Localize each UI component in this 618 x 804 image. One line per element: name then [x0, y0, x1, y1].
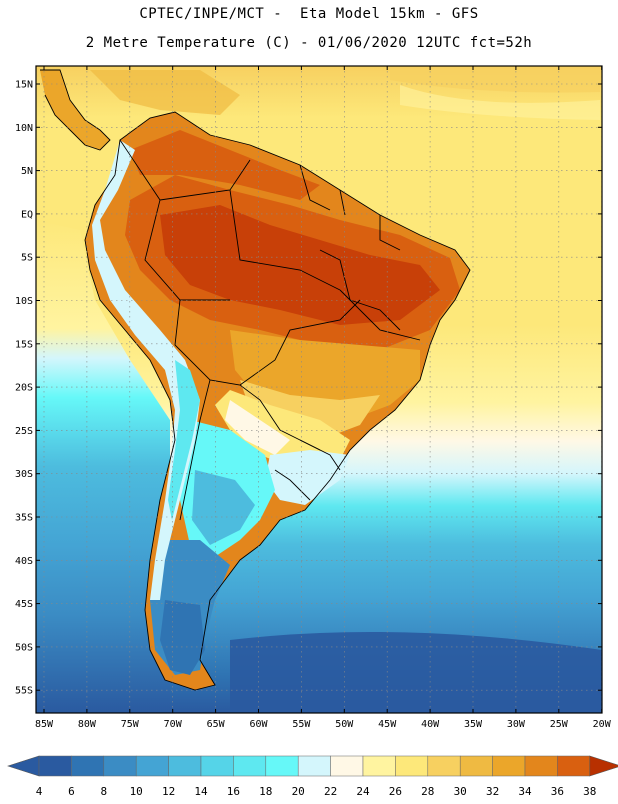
- lon-label: 70W: [164, 719, 183, 730]
- lat-label: 20S: [15, 383, 33, 394]
- lon-label: 75W: [121, 719, 140, 730]
- country-borders: [40, 69, 471, 691]
- colorbar-swatch: [103, 755, 137, 777]
- colorbar-label: 4: [36, 785, 43, 798]
- colorbar-swatch: [459, 755, 493, 777]
- chart-title-line2: 2 Metre Temperature (C) - 01/06/2020 12U…: [85, 35, 533, 51]
- colorbar-arrow-right: [589, 755, 618, 777]
- colorbar-swatch: [524, 755, 558, 777]
- lat-label: 10S: [15, 296, 33, 307]
- lat-label: 5S: [21, 253, 33, 264]
- colorbar-label: 24: [356, 785, 370, 798]
- lat-label: 45S: [15, 599, 33, 610]
- lon-label: 25W: [550, 719, 569, 730]
- colorbar-arrow-left: [7, 755, 40, 777]
- colorbar-swatch: [395, 755, 429, 777]
- central-america-land: [40, 70, 110, 150]
- colorbar-swatch: [330, 755, 364, 777]
- atlantic-warm-band: [390, 66, 602, 93]
- colorbar-label: 16: [227, 785, 240, 798]
- map-field: [36, 66, 602, 713]
- lat-label: 40S: [15, 556, 33, 567]
- colorbar-swatch: [135, 755, 169, 777]
- temperature-colorbar: [7, 755, 618, 777]
- map-frame: [35, 65, 603, 714]
- lat-label: 5N: [21, 166, 33, 177]
- colorbar-swatch: [200, 755, 234, 777]
- latitude-labels: 15N 10N 5N EQ 5S 10S 15S 20S 25S 30S 35S 40S 45S 50S 5…: [15, 80, 33, 697]
- colorbar-swatch: [297, 755, 331, 777]
- colorbar-swatch: [427, 755, 461, 777]
- lon-label: 40W: [421, 719, 440, 730]
- lon-label: 50W: [335, 719, 354, 730]
- colorbar-label: 22: [324, 785, 337, 798]
- lat-label: 15N: [15, 80, 33, 91]
- lon-label: 85W: [35, 719, 54, 730]
- lon-label: 55W: [292, 719, 311, 730]
- colorbar-label: 30: [454, 785, 467, 798]
- colorbar-swatch: [233, 755, 267, 777]
- lat-label: 15S: [15, 339, 33, 350]
- chart-title-line1: CPTEC/INPE/MCT - Eta Model 15km - GFS: [139, 6, 479, 22]
- colorbar-label: 12: [162, 785, 175, 798]
- frame-ticks: [36, 66, 603, 713]
- lon-label: 45W: [378, 719, 397, 730]
- colorbar-swatch: [362, 755, 396, 777]
- lat-label: 55S: [15, 686, 33, 697]
- colorbar-label: 36: [551, 785, 564, 798]
- colorbar-label: 6: [68, 785, 75, 798]
- lon-label: 20W: [593, 719, 612, 730]
- colorbar-swatch: [265, 755, 299, 777]
- lat-label: 50S: [15, 642, 33, 653]
- colorbar-label: 34: [518, 785, 532, 798]
- lat-label: 30S: [15, 469, 33, 480]
- colorbar-label: 10: [130, 785, 143, 798]
- pacific-ocean-field: [36, 220, 170, 713]
- colorbar-label: 14: [194, 785, 208, 798]
- lon-label: 65W: [207, 719, 226, 730]
- lat-label: 35S: [15, 513, 33, 524]
- southern-ocean-field: [230, 632, 602, 713]
- colorbar-label: 28: [421, 785, 434, 798]
- colorbar-label: 8: [100, 785, 107, 798]
- lon-label: 35W: [464, 719, 483, 730]
- colorbar-label: 18: [259, 785, 272, 798]
- longitude-labels: 85W 80W 75W 70W 65W 60W 55W 50W 45W 40W 35W 30W 25W 2…: [35, 719, 612, 730]
- colorbar-label: 38: [583, 785, 596, 798]
- colorbar-label: 32: [486, 785, 499, 798]
- lon-label: 80W: [78, 719, 97, 730]
- colorbar-swatch: [38, 755, 72, 777]
- colorbar-label: 26: [389, 785, 402, 798]
- lon-label: 60W: [249, 719, 268, 730]
- lon-label: 30W: [507, 719, 526, 730]
- colorbar-labels: 4 6 8 10 12 14 16 18 20 22 24 26 28 30 32 34 36 38: [36, 785, 597, 798]
- lat-label: 10N: [15, 123, 33, 134]
- lat-label: EQ: [21, 209, 33, 220]
- colorbar-swatch: [557, 755, 591, 777]
- colorbar-swatch: [168, 755, 202, 777]
- colorbar-swatch: [492, 755, 526, 777]
- colorbar-swatch: [71, 755, 105, 777]
- lat-label: 25S: [15, 426, 33, 437]
- colorbar-label: 20: [292, 785, 305, 798]
